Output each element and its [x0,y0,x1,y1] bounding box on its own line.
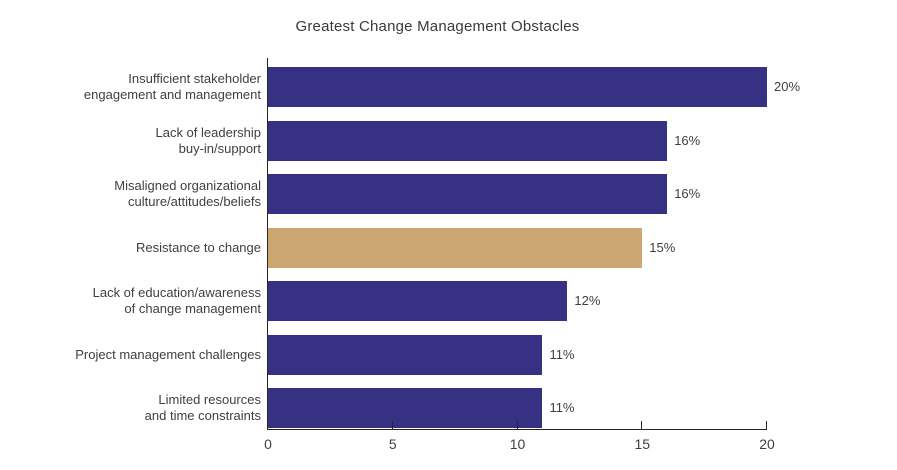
bar [268,227,643,268]
x-axis-tick [766,421,767,429]
chart-title: Greatest Change Management Obstacles [295,18,580,35]
y-axis [267,58,268,430]
value-label: 11% [549,400,575,415]
bar [268,174,668,214]
x-axis-tick [267,421,268,429]
value-label: 16% [674,132,701,148]
category-label: Limited resources and time constraints [144,392,261,423]
category-label: Resistance to change [135,239,261,255]
value-label: 12% [574,293,601,308]
x-axis [267,429,767,430]
x-axis-tick-label: 0 [264,436,272,452]
value-label: 11% [549,346,575,362]
x-axis-tick [391,421,393,429]
x-axis-tick [516,421,518,429]
bar [268,67,767,107]
category-label: Misaligned organizational culture/attitud… [114,178,261,209]
bar [268,120,668,161]
category-label: Lack of leadership buy-in/support [155,124,261,156]
value-label: 15% [649,239,676,255]
value-label: 16% [674,186,701,201]
x-axis-tick-label: 5 [388,436,397,452]
category-label: Lack of education/awareness of change man… [92,285,261,316]
x-axis-tick-label: 15 [634,436,651,452]
category-label: Project management challenges [75,346,261,362]
bar [268,281,568,321]
bar [268,334,543,375]
value-label: 20% [774,79,801,94]
x-axis-tick-label: 20 [759,436,775,452]
x-axis-tick-label: 10 [509,436,526,452]
x-axis-tick [641,421,643,429]
bar [268,388,543,428]
category-label: Insufficient stakeholder engagement and m… [83,71,261,102]
